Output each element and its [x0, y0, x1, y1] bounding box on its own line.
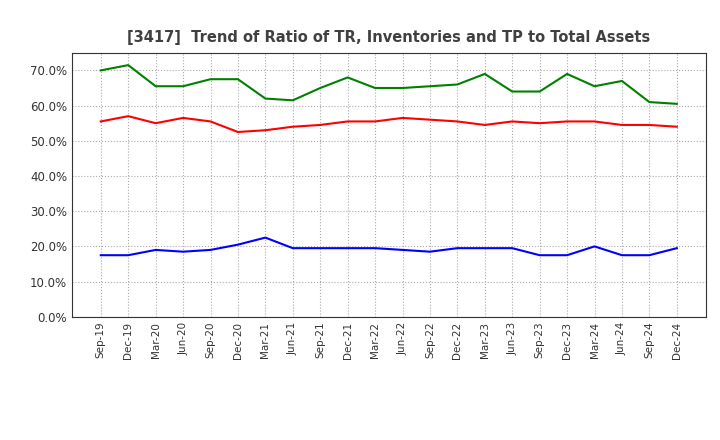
Trade Payables: [151, 84, 160, 89]
Trade Receivables: [563, 119, 572, 124]
Inventories: [398, 247, 407, 253]
Inventories: [206, 247, 215, 253]
Trade Payables: [426, 84, 434, 89]
Trade Payables: [289, 98, 297, 103]
Trade Receivables: [261, 128, 270, 133]
Trade Payables: [453, 82, 462, 87]
Inventories: [508, 246, 516, 251]
Trade Receivables: [343, 119, 352, 124]
Line: Trade Receivables: Trade Receivables: [101, 116, 677, 132]
Inventories: [563, 253, 572, 258]
Trade Payables: [618, 78, 626, 84]
Line: Inventories: Inventories: [101, 238, 677, 255]
Trade Receivables: [672, 124, 681, 129]
Trade Payables: [124, 62, 132, 68]
Inventories: [536, 253, 544, 258]
Trade Payables: [672, 101, 681, 106]
Trade Receivables: [536, 121, 544, 126]
Trade Receivables: [398, 115, 407, 121]
Title: [3417]  Trend of Ratio of TR, Inventories and TP to Total Assets: [3417] Trend of Ratio of TR, Inventories…: [127, 29, 650, 45]
Trade Payables: [508, 89, 516, 94]
Trade Receivables: [508, 119, 516, 124]
Trade Payables: [96, 68, 105, 73]
Trade Payables: [645, 99, 654, 105]
Trade Receivables: [453, 119, 462, 124]
Trade Receivables: [618, 122, 626, 128]
Trade Receivables: [426, 117, 434, 122]
Trade Payables: [536, 89, 544, 94]
Trade Payables: [343, 75, 352, 80]
Trade Payables: [316, 85, 325, 91]
Trade Receivables: [480, 122, 489, 128]
Inventories: [316, 246, 325, 251]
Inventories: [480, 246, 489, 251]
Trade Payables: [563, 71, 572, 77]
Trade Payables: [398, 85, 407, 91]
Trade Payables: [261, 96, 270, 101]
Trade Receivables: [206, 119, 215, 124]
Inventories: [179, 249, 187, 254]
Trade Receivables: [124, 114, 132, 119]
Trade Receivables: [179, 115, 187, 121]
Inventories: [453, 246, 462, 251]
Inventories: [151, 247, 160, 253]
Inventories: [590, 244, 599, 249]
Inventories: [96, 253, 105, 258]
Inventories: [645, 253, 654, 258]
Inventories: [426, 249, 434, 254]
Inventories: [672, 246, 681, 251]
Inventories: [124, 253, 132, 258]
Inventories: [371, 246, 379, 251]
Trade Payables: [371, 85, 379, 91]
Trade Receivables: [96, 119, 105, 124]
Inventories: [289, 246, 297, 251]
Inventories: [261, 235, 270, 240]
Trade Payables: [590, 84, 599, 89]
Trade Receivables: [316, 122, 325, 128]
Inventories: [618, 253, 626, 258]
Trade Receivables: [151, 121, 160, 126]
Trade Payables: [233, 77, 242, 82]
Inventories: [343, 246, 352, 251]
Trade Payables: [480, 71, 489, 77]
Trade Receivables: [645, 122, 654, 128]
Trade Payables: [179, 84, 187, 89]
Trade Receivables: [590, 119, 599, 124]
Line: Trade Payables: Trade Payables: [101, 65, 677, 104]
Trade Receivables: [371, 119, 379, 124]
Inventories: [233, 242, 242, 247]
Trade Receivables: [233, 129, 242, 135]
Trade Payables: [206, 77, 215, 82]
Trade Receivables: [289, 124, 297, 129]
